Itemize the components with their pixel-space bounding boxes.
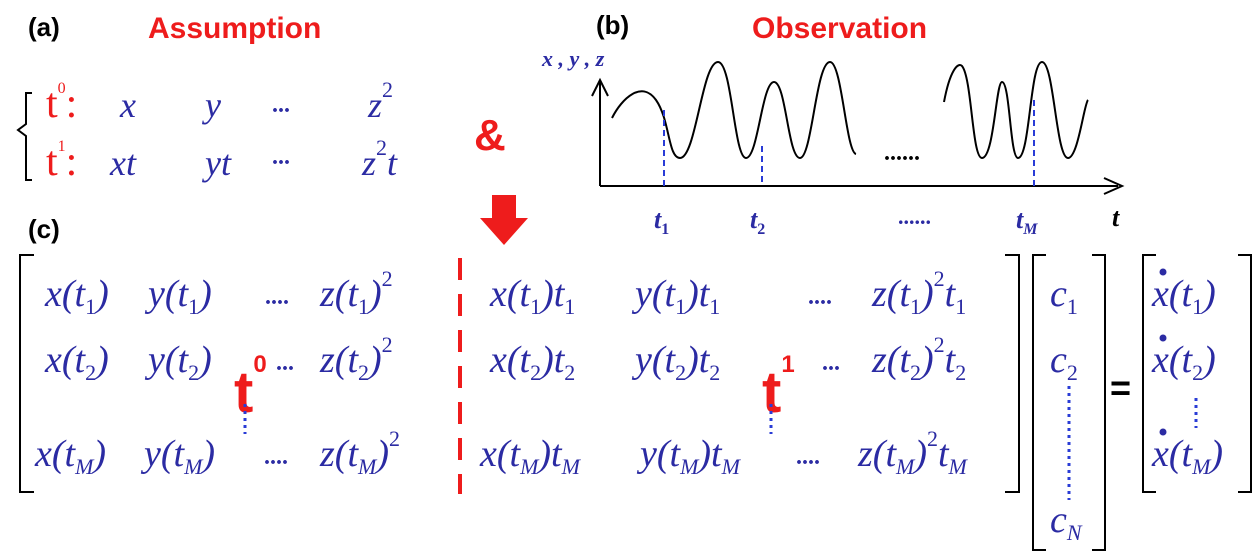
svg-text:...: ... [276, 350, 294, 376]
svg-text:x(t2)t2: x(t2)t2 [489, 339, 575, 385]
coef-c2: c2 [1050, 339, 1078, 385]
equals-sign: = [1110, 367, 1131, 408]
coef-left-bracket [1032, 254, 1046, 551]
svg-text:y(t2)t2: y(t2)t2 [631, 339, 720, 385]
svg-text:z(t1)2: z(t1)2 [319, 266, 393, 319]
svg-text:z(t2)2t2: z(t2)2t2 [871, 332, 966, 385]
y-axis-label: x , y , z [541, 46, 605, 71]
svg-text:z2: z2 [367, 77, 393, 125]
tick-label-t2: t2 [750, 205, 765, 238]
left-brace [16, 92, 32, 181]
svg-text:x(t2): x(t2) [1151, 339, 1216, 385]
assumption-row-0: t0: x y ... z2 [46, 77, 393, 127]
matrix-left-bracket [19, 254, 34, 493]
y-axis-arrow [591, 77, 609, 97]
down-arrow-icon [480, 195, 528, 245]
panel-b-label: (b) [596, 10, 629, 40]
wave-gap-dots: ...... [884, 140, 920, 166]
svg-text:y(t1)t1: y(t1)t1 [631, 273, 720, 319]
svg-text:z2t: z2t [361, 135, 398, 183]
signal-wave-left [611, 60, 857, 160]
svg-text:...: ... [272, 144, 290, 170]
matrix-row-2: x(t2) y(t2) ... z(t2)2 x(t2)t2 y(t2)t2 .… [44, 332, 966, 385]
matrix-row-3: x(tM) y(tM) .... z(tM)2 x(tM)tM y(tM)tM … [34, 426, 969, 479]
panel-a-label: (a) [28, 12, 60, 42]
svg-text:....: .... [265, 284, 289, 310]
x-axis-arrow [1103, 177, 1125, 195]
tick-label-gap: ...... [898, 204, 931, 229]
svg-text:y(t2): y(t2) [144, 339, 212, 385]
rhs-entry-M: x(tM) [1151, 428, 1223, 479]
svg-text:....: .... [808, 284, 832, 310]
tick-label-tM: tM [1016, 205, 1038, 238]
ampersand-symbol: & [474, 111, 506, 160]
svg-text:x(t2): x(t2) [44, 339, 109, 385]
rhs-left-bracket [1142, 254, 1156, 493]
tick-label-t1: t1 [654, 205, 669, 238]
svg-text:....: .... [796, 444, 820, 470]
svg-text:t1:: t1: [46, 138, 77, 185]
block-tag-t0: t0 [234, 351, 267, 425]
svg-text:x: x [119, 85, 136, 125]
rhs-right-bracket [1238, 254, 1252, 493]
coef-c1: c1 [1050, 273, 1078, 319]
panel-c-label: (c) [28, 214, 60, 244]
svg-text:yt: yt [202, 143, 232, 183]
rhs-entry-2: x(t2) [1151, 334, 1216, 385]
rhs-entry-1: x(t1) [1151, 268, 1216, 319]
svg-text:z(t2)2: z(t2)2 [319, 332, 393, 385]
svg-text:x(tM): x(tM) [1151, 433, 1223, 479]
svg-text:x(t1): x(t1) [44, 273, 109, 319]
svg-text:x(t1)t1: x(t1)t1 [489, 273, 575, 319]
svg-text:t0:: t0: [46, 80, 77, 127]
svg-text:y: y [202, 85, 221, 125]
svg-text:x(tM)tM: x(tM)tM [479, 433, 582, 479]
svg-text:...: ... [822, 350, 840, 376]
assumption-row-1: t1: xt yt ... z2t [46, 135, 398, 185]
matrix-row-1: x(t1) y(t1) .... z(t1)2 x(t1)t1 y(t1)t1 … [44, 266, 966, 319]
svg-text:x(tM): x(tM) [34, 433, 106, 479]
signal-wave-right [943, 60, 1089, 160]
svg-text:z(t1)2t1: z(t1)2t1 [871, 266, 966, 319]
matrix-right-bracket [1005, 254, 1020, 493]
block-tag-t1: t1 [762, 351, 795, 425]
svg-text:...: ... [272, 92, 290, 118]
coef-cN: cN [1050, 499, 1083, 545]
svg-text:z(tM)2: z(tM)2 [319, 426, 400, 479]
panel-b-title: Observation [752, 12, 927, 45]
svg-text:z(tM)2tM: z(tM)2tM [857, 426, 969, 479]
svg-text:x(t1): x(t1) [1151, 273, 1216, 319]
x-axis-label: t [1112, 203, 1120, 232]
svg-text:y(tM)tM: y(tM)tM [636, 433, 742, 479]
svg-text:y(t1): y(t1) [144, 273, 212, 319]
coef-right-bracket [1092, 254, 1106, 551]
svg-text:....: .... [264, 444, 288, 470]
panel-a-title: Assumption [148, 12, 321, 45]
svg-text:y(tM): y(tM) [140, 433, 215, 479]
svg-text:xt: xt [109, 143, 137, 183]
